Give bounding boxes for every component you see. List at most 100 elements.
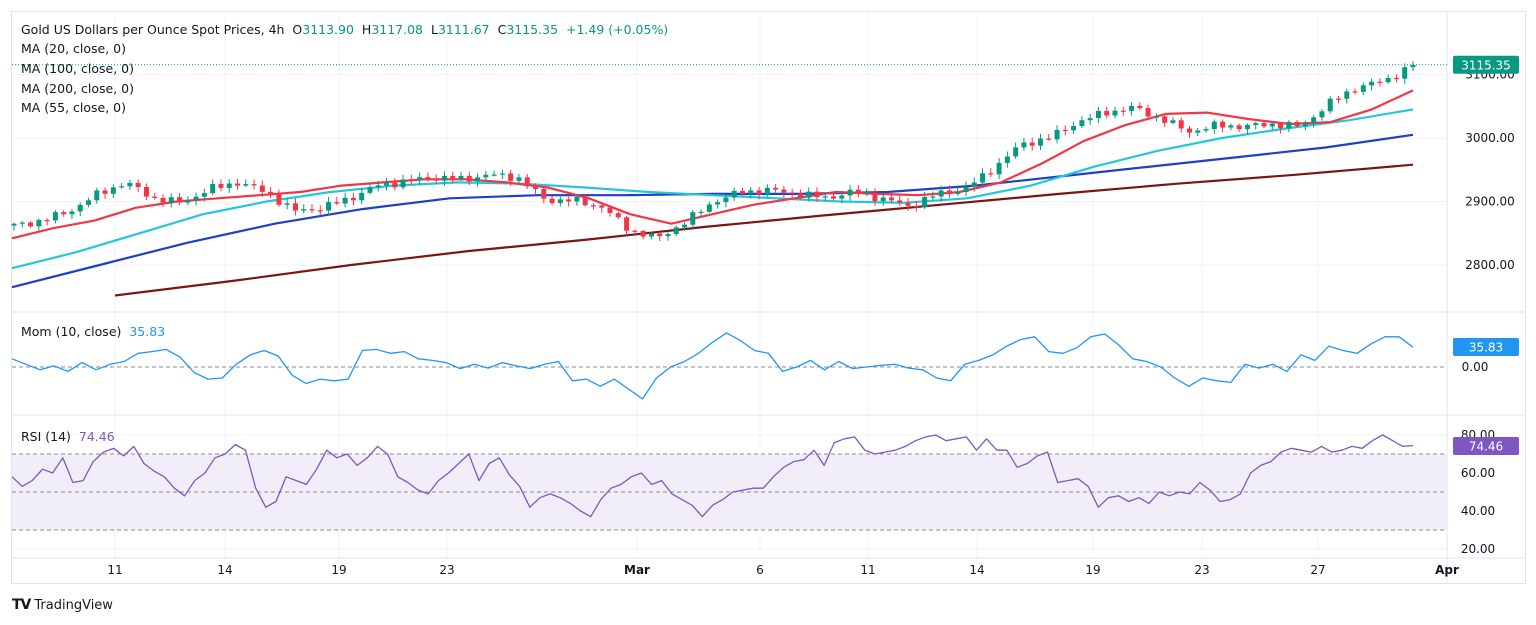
- candle[interactable]: [971, 177, 977, 192]
- candle[interactable]: [400, 174, 406, 190]
- candle[interactable]: [168, 193, 174, 208]
- candle[interactable]: [1170, 117, 1176, 125]
- candle[interactable]: [77, 202, 83, 217]
- candle[interactable]: [1410, 61, 1416, 71]
- candle[interactable]: [773, 184, 779, 193]
- candle[interactable]: [1294, 120, 1300, 128]
- candle[interactable]: [797, 189, 803, 200]
- candle[interactable]: [855, 184, 861, 198]
- candle[interactable]: [36, 218, 42, 231]
- candle[interactable]: [665, 232, 671, 241]
- candle[interactable]: [922, 191, 928, 210]
- candle[interactable]: [516, 173, 522, 184]
- candle[interactable]: [831, 191, 837, 201]
- candle[interactable]: [301, 204, 307, 214]
- candle[interactable]: [1377, 78, 1383, 87]
- candle[interactable]: [1120, 106, 1126, 116]
- candle[interactable]: [1402, 63, 1408, 84]
- candle[interactable]: [1162, 113, 1168, 128]
- candle[interactable]: [624, 215, 630, 236]
- candle[interactable]: [276, 189, 282, 207]
- candle[interactable]: [441, 171, 447, 186]
- candle[interactable]: [52, 210, 58, 224]
- candle[interactable]: [326, 196, 332, 216]
- candle[interactable]: [1013, 142, 1019, 159]
- time-tick-label[interactable]: Apr: [1435, 563, 1459, 577]
- candle[interactable]: [673, 225, 679, 237]
- candle[interactable]: [739, 187, 745, 196]
- candle[interactable]: [425, 172, 431, 182]
- candle[interactable]: [1046, 133, 1052, 141]
- candle[interactable]: [235, 178, 241, 190]
- candle[interactable]: [1244, 123, 1250, 135]
- candle[interactable]: [483, 170, 489, 182]
- candle[interactable]: [996, 157, 1002, 180]
- candle[interactable]: [615, 211, 621, 220]
- candle[interactable]: [1228, 123, 1234, 131]
- candle[interactable]: [723, 194, 729, 208]
- candle[interactable]: [367, 182, 373, 195]
- candle[interactable]: [888, 192, 894, 203]
- candle[interactable]: [1129, 102, 1135, 116]
- time-tick-label[interactable]: 6: [756, 563, 764, 577]
- candle[interactable]: [1071, 121, 1077, 134]
- candle[interactable]: [185, 196, 191, 206]
- candle[interactable]: [1319, 108, 1325, 121]
- candle[interactable]: [251, 179, 257, 190]
- candle[interactable]: [1104, 106, 1110, 119]
- candle[interactable]: [69, 209, 75, 220]
- candle[interactable]: [292, 198, 298, 216]
- candle[interactable]: [160, 194, 166, 208]
- candle[interactable]: [748, 187, 754, 199]
- candle[interactable]: [11, 222, 17, 231]
- candle[interactable]: [259, 180, 265, 197]
- candle[interactable]: [648, 231, 654, 240]
- legend-ma200[interactable]: MA (200, close, 0): [21, 81, 134, 96]
- candle[interactable]: [392, 177, 398, 191]
- candle[interactable]: [359, 187, 365, 205]
- candle[interactable]: [706, 201, 712, 214]
- candle[interactable]: [317, 205, 323, 216]
- candle[interactable]: [86, 197, 92, 208]
- candle[interactable]: [1369, 78, 1375, 91]
- time-tick-label[interactable]: 19: [1085, 563, 1100, 577]
- candle[interactable]: [988, 168, 994, 177]
- candle[interactable]: [938, 185, 944, 202]
- candle[interactable]: [1211, 119, 1217, 134]
- candle[interactable]: [119, 182, 125, 189]
- candle[interactable]: [143, 183, 149, 201]
- candle[interactable]: [1344, 88, 1350, 104]
- rsi-tick-label[interactable]: 60.00: [1461, 466, 1495, 480]
- candle[interactable]: [864, 188, 870, 197]
- tradingview-brand[interactable]: TV TradingView: [12, 597, 113, 613]
- candle[interactable]: [946, 185, 952, 198]
- candle[interactable]: [880, 192, 886, 206]
- candle[interactable]: [524, 174, 530, 189]
- candle[interactable]: [1302, 120, 1308, 131]
- candle[interactable]: [334, 196, 340, 206]
- candle[interactable]: [1195, 128, 1201, 137]
- candle[interactable]: [1311, 115, 1317, 128]
- candle[interactable]: [963, 181, 969, 197]
- candle[interactable]: [905, 197, 911, 211]
- candle[interactable]: [1029, 137, 1035, 151]
- candle[interactable]: [1335, 95, 1341, 104]
- candle[interactable]: [1054, 125, 1060, 144]
- candle[interactable]: [1087, 113, 1093, 125]
- candle[interactable]: [1352, 88, 1358, 95]
- candle[interactable]: [1220, 119, 1226, 133]
- time-tick-label[interactable]: 23: [439, 563, 454, 577]
- candle[interactable]: [1145, 104, 1151, 121]
- candle[interactable]: [1385, 74, 1391, 84]
- candle[interactable]: [1178, 117, 1184, 133]
- candle[interactable]: [789, 188, 795, 198]
- candles[interactable]: [11, 61, 1416, 241]
- candle[interactable]: [1137, 102, 1143, 111]
- candle[interactable]: [19, 221, 25, 228]
- candle[interactable]: [1153, 113, 1159, 122]
- candle[interactable]: [466, 171, 472, 186]
- rsi-tick-label[interactable]: 20.00: [1461, 542, 1495, 556]
- candle[interactable]: [226, 178, 232, 193]
- candle[interactable]: [1079, 115, 1085, 128]
